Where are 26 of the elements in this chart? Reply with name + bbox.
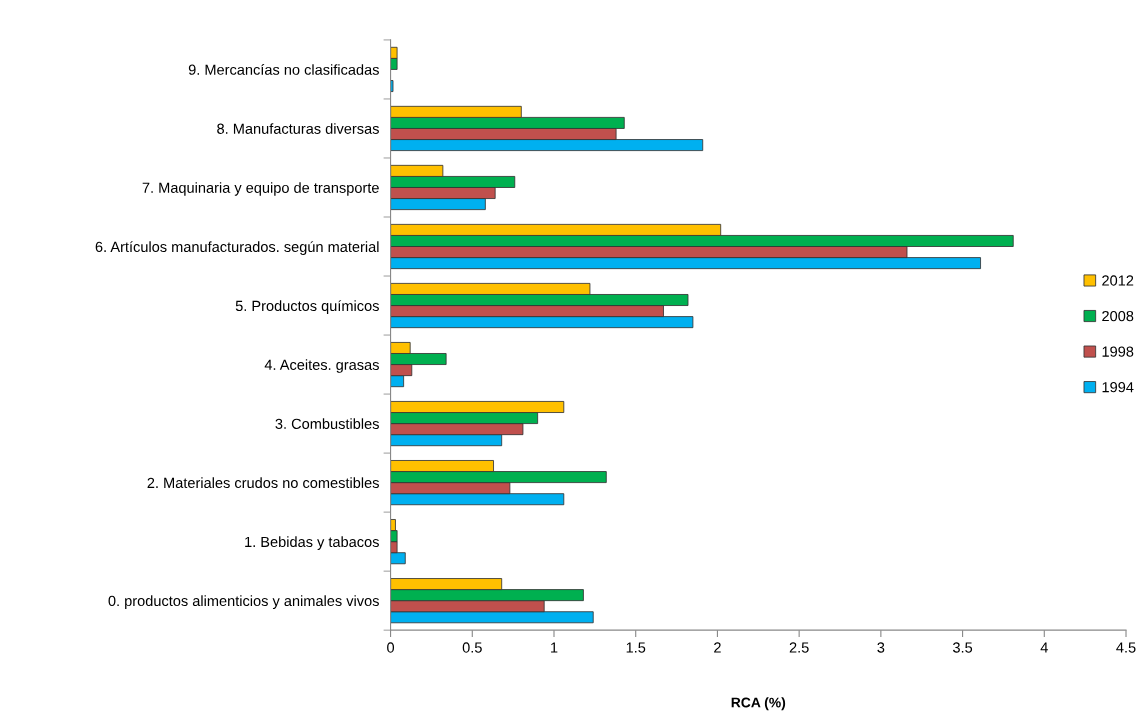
y-tick-label: 1. Bebidas y tabacos: [245, 536, 379, 550]
y-tick-label: 6. Artículos manufacturados. según material: [95, 241, 379, 255]
x-tick-label: 0.5: [462, 642, 482, 653]
y-tick-label: 9. Mercancías no clasificadas: [188, 63, 379, 75]
x-tick-label: 3: [877, 642, 885, 653]
bar: [390, 80, 394, 92]
y-tick-label: 0. productos alimenticios y animales vivos: [108, 595, 379, 609]
y-tick-label: 7. Maquinaria y equipo de transporte: [142, 182, 379, 196]
x-tick-label: 1: [551, 642, 558, 653]
y-tick-label: 5. Productos químicos: [235, 300, 379, 314]
x-tick-label: 4.5: [1116, 642, 1136, 653]
legend-label: 1994: [1102, 382, 1134, 393]
x-tick-label: 1.5: [626, 642, 646, 653]
legend-label: 2012: [1102, 275, 1134, 286]
y-tick-label: 4. Aceites. grasas: [264, 359, 379, 373]
y-tick-label: 2. Materiales crudos no comestibles: [147, 477, 379, 489]
y-tick-label: 8. Manufacturas diversas: [217, 123, 379, 134]
y-tick-label: 3. Combustibles: [275, 418, 379, 430]
x-tick-label: 2.5: [789, 642, 809, 653]
x-tick-label: 3.5: [953, 642, 973, 653]
x-tick-label: 2: [714, 642, 721, 653]
x-tick-label: 4: [1040, 642, 1048, 653]
x-tick-label: 0: [387, 642, 395, 653]
legend-label: 1998: [1102, 346, 1134, 357]
x-axis-title: RCA (%): [731, 697, 786, 711]
legend-label: 2008: [1102, 310, 1134, 322]
